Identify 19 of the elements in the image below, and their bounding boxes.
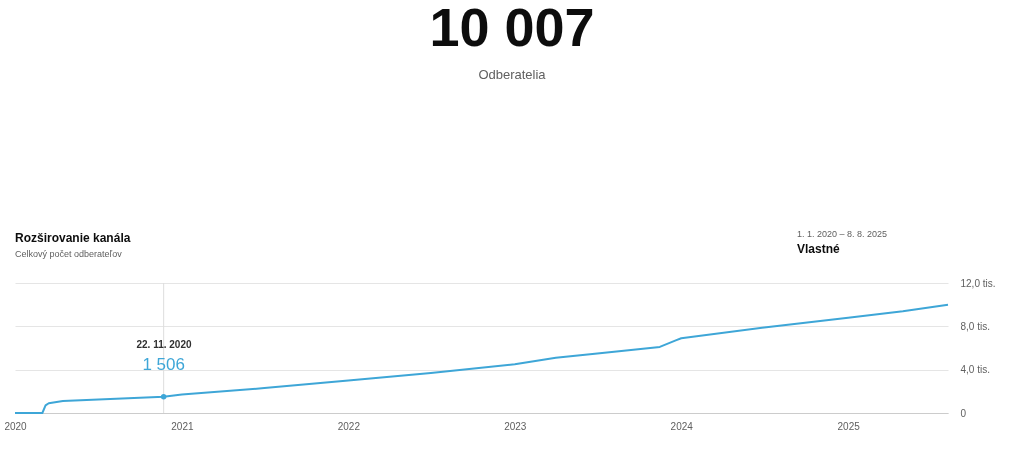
- y-tick-label: 12,0 tis.: [960, 277, 996, 289]
- text: Vlastné: [797, 242, 841, 256]
- x-tick-label: 2022: [337, 420, 361, 432]
- x-tick-label: 2021: [171, 420, 194, 432]
- x-tick-label: 2023: [504, 420, 527, 432]
- text: 10 007: [429, 0, 595, 57]
- y-tick-label: 4,0 tis.: [960, 364, 990, 376]
- x-tick-label: 2025: [837, 420, 861, 432]
- text: 1. 1. 2020 – 8. 8. 2025: [797, 229, 888, 239]
- annotation: 22. 11. 2020: [136, 339, 192, 350]
- text: Odberatelia: [478, 67, 547, 82]
- x-tick-label: 2020: [4, 420, 28, 432]
- annotation: 1 506: [142, 354, 185, 374]
- x-tick-label: 2024: [670, 420, 694, 432]
- line-series: [14, 303, 949, 414]
- y-tick-label: 8,0 tis.: [960, 320, 990, 332]
- chart-title: Rozširovanie kanála: [15, 231, 131, 245]
- y-tick-label: 0: [960, 407, 967, 419]
- chart-subtitle: Celkový počet odberateľov: [15, 249, 123, 259]
